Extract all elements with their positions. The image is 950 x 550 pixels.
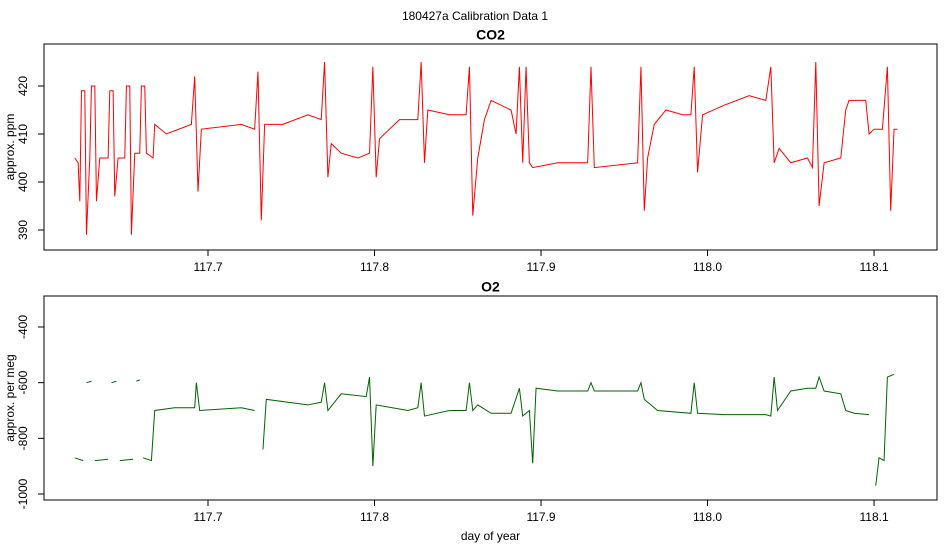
- data-line: [74, 373, 895, 486]
- x-tick-label: 117.8: [360, 260, 389, 274]
- x-tick-label: 118.1: [859, 260, 888, 274]
- x-tick-label: 118.0: [693, 510, 722, 524]
- y-axis-label: approx. ppm: [3, 114, 17, 181]
- y-tick-label: 390: [16, 220, 30, 240]
- panel-title: O2: [481, 279, 500, 295]
- y-tick-label: 400: [16, 172, 30, 192]
- y-tick-label: -800: [16, 426, 30, 450]
- x-tick-label: 117.7: [193, 510, 222, 524]
- x-tick-label: 117.9: [526, 510, 555, 524]
- x-tick-label: 117.8: [360, 510, 389, 524]
- y-tick-label: 420: [16, 76, 30, 96]
- y-axis-label: approx. per meg: [3, 354, 17, 441]
- page-title: 180427a Calibration Data 1: [402, 9, 548, 23]
- y-tick-label: -400: [16, 315, 30, 339]
- x-tick-label: 118.0: [693, 260, 722, 274]
- y-tick-label: -600: [16, 370, 30, 394]
- x-tick-label: 117.7: [193, 260, 222, 274]
- x-axis-label: day of year: [461, 529, 520, 543]
- x-tick-label: 117.9: [526, 260, 555, 274]
- plot-frame: [43, 43, 938, 251]
- y-tick-label: 410: [16, 124, 30, 144]
- panel-title: CO2: [476, 27, 505, 43]
- data-line: [74, 61, 898, 235]
- y-tick-label: -1000: [16, 478, 30, 509]
- x-tick-label: 118.1: [859, 510, 888, 524]
- plot-frame: [43, 295, 938, 501]
